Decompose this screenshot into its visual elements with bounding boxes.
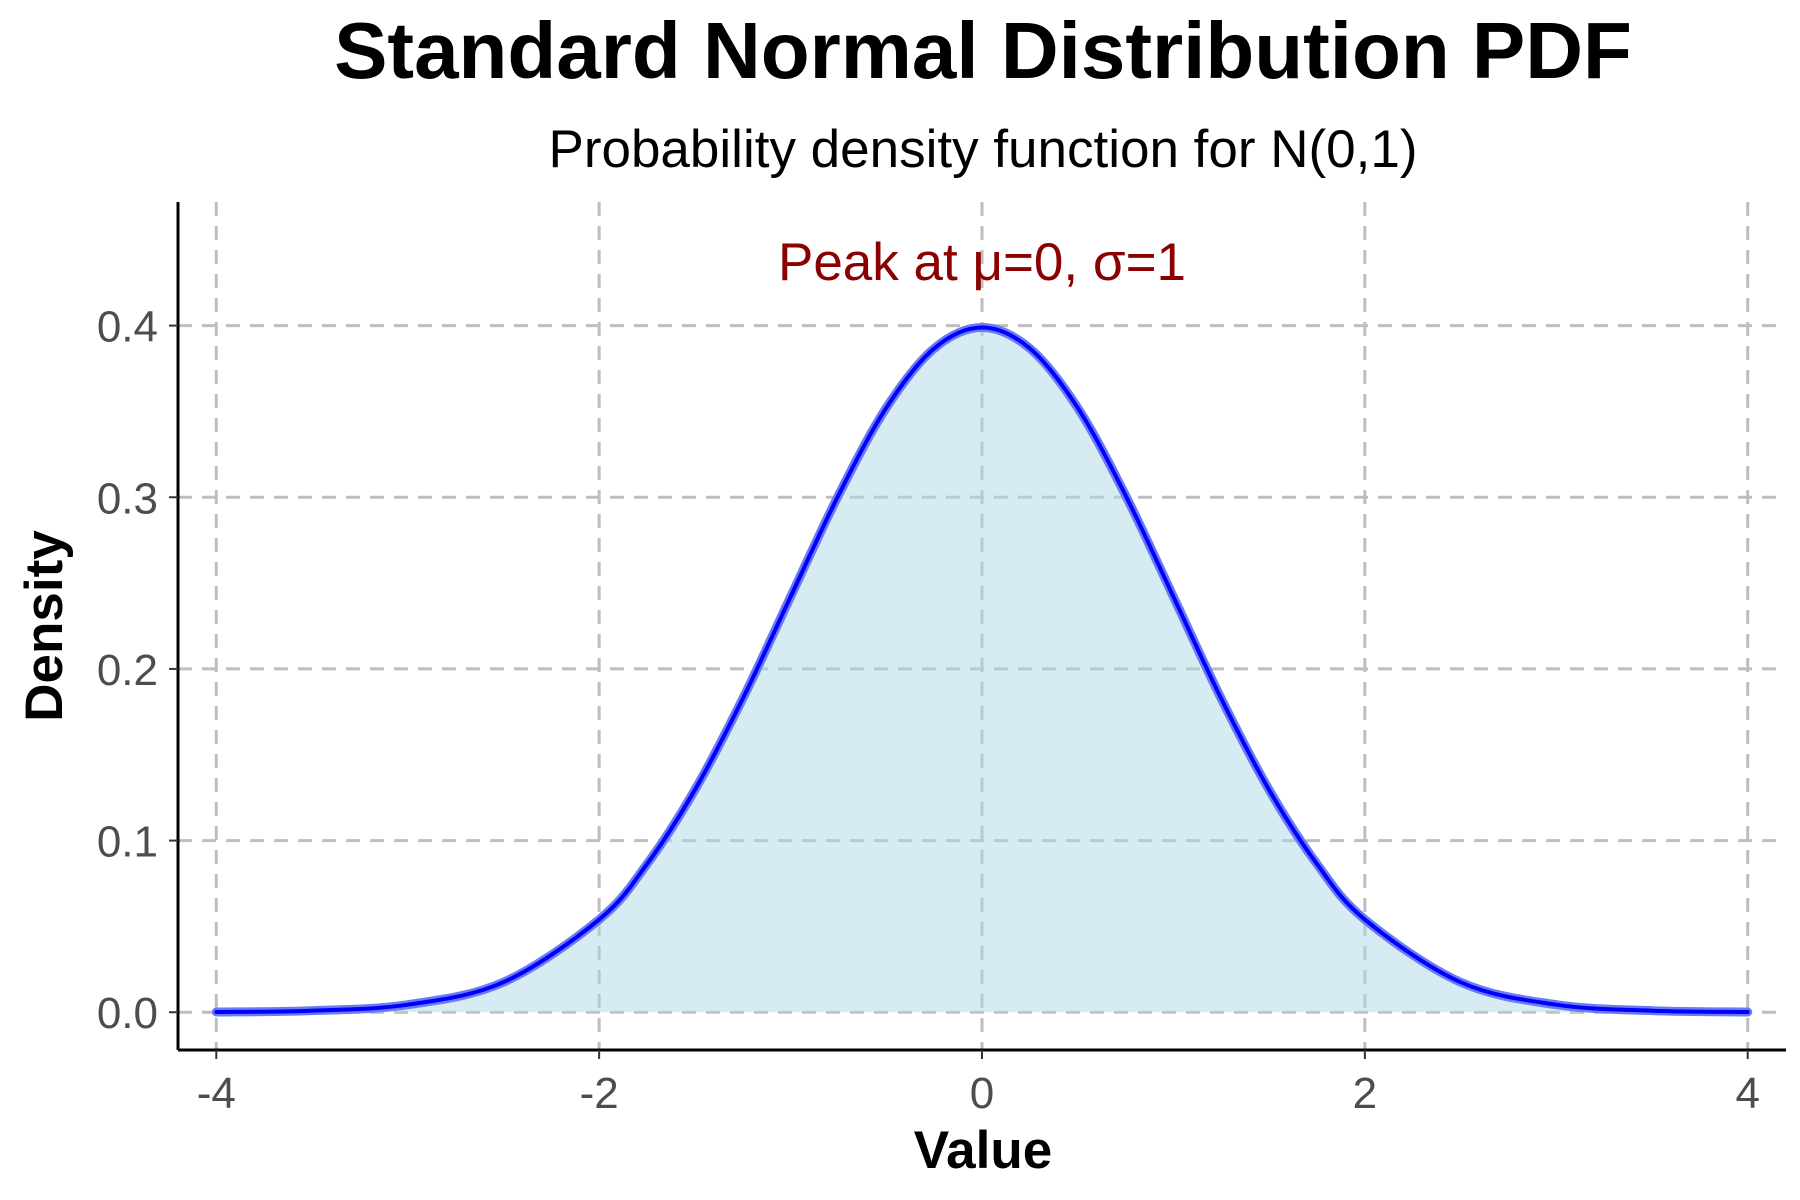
y-tick-label-3: 0.3 <box>97 474 158 523</box>
density-area <box>216 327 1748 1013</box>
density-line <box>211 322 1753 1017</box>
y-tick-label-4: 0.4 <box>97 303 158 352</box>
x-axis-title: Value <box>914 1121 1052 1180</box>
peak-annotation: Peak at μ=0, σ=1 <box>778 233 1186 292</box>
x-tick-label-0: -4 <box>197 1069 236 1118</box>
x-tick-label-4: 4 <box>1735 1069 1759 1118</box>
y-tick-label-0: 0.0 <box>97 989 158 1038</box>
y-axis-title: Density <box>15 530 74 722</box>
density-line-stroke <box>214 325 1750 1015</box>
x-tick-label-2: 0 <box>970 1069 994 1118</box>
x-tick-label-3: 2 <box>1353 1069 1377 1118</box>
y-tick-label-1: 0.1 <box>97 818 158 867</box>
y-tick-label-2: 0.2 <box>97 646 158 695</box>
chart-title: Standard Normal Distribution PDF <box>334 6 1632 95</box>
tick-labels: -4 -2 0 2 4 0.0 0.1 0.2 0.3 0.4 <box>97 303 1760 1118</box>
x-tick-label-1: -2 <box>580 1069 619 1118</box>
density-area-fill <box>216 327 1748 1013</box>
chart-subtitle: Probability density function for N(0,1) <box>548 120 1417 179</box>
